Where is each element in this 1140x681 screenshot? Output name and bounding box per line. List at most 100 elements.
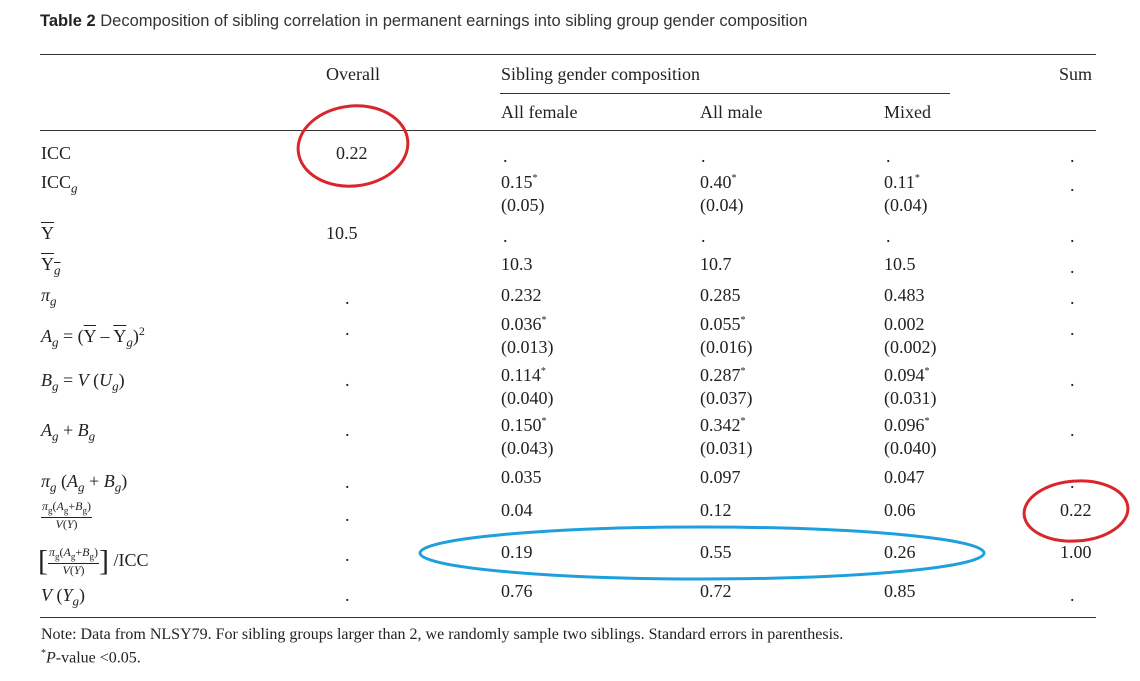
ybarg-female: 10.3 [501,254,533,274]
frac-icc-mixed: 0.26 [884,542,916,562]
row-label-ybar: Y [41,223,54,243]
icc-overall: 0.22 [336,143,368,163]
agbg-mixed-se: (0.040) [884,438,937,458]
pig-sum: . [1070,288,1075,308]
ybarg-mixed: 10.5 [884,254,916,274]
frac-mixed: 0.06 [884,500,916,520]
bg-mixed: 0.094* [884,365,930,385]
row-label-frac: πg(Ag+Bg) V(Y) [41,499,92,532]
vyg-sum: . [1070,585,1075,605]
pig-overall: . [345,288,350,308]
pi-agbg-mixed: 0.047 [884,467,925,487]
bg-mixed-se: (0.031) [884,388,937,408]
bg-sum: . [1070,370,1075,390]
table-note: Note: Data from NLSY79. For sibling grou… [41,625,843,667]
agbg-female: 0.150* [501,415,547,435]
ybar-overall: 10.5 [326,223,358,243]
agbg-sum: . [1070,420,1075,440]
ag-overall: . [345,319,350,339]
ag-male: 0.055* [700,314,746,334]
ybarg-male: 10.7 [700,254,732,274]
icc-mixed: . [886,146,891,166]
ag-female-se: (0.013) [501,337,554,357]
agbg-female-se: (0.043) [501,438,554,458]
pig-male: 0.285 [700,285,741,305]
iccg-mixed: 0.11* [884,172,920,192]
vyg-overall: . [345,585,350,605]
note-line-2: *P-value <0.05. [41,648,141,667]
pi-agbg-female: 0.035 [501,467,542,487]
table-caption: Table 2 Decomposition of sibling correla… [40,12,807,31]
vyg-female: 0.76 [501,581,533,601]
bg-female: 0.114* [501,365,546,385]
header-mixed: Mixed [884,102,931,122]
ag-mixed-se: (0.002) [884,337,937,357]
red-circle-overall-icc [296,104,410,188]
pig-female: 0.232 [501,285,542,305]
pig-mixed: 0.483 [884,285,925,305]
frac-male: 0.12 [700,500,732,520]
ybar-sum: . [1070,226,1075,246]
frac-sum: 0.22 [1060,500,1092,520]
ybar-female: . [503,226,508,246]
bg-male-se: (0.037) [700,388,753,408]
ybar-mixed: . [886,226,891,246]
table-label: Table 2 [40,12,96,30]
row-label-ag: Ag = (Y – Yg)2 [41,324,145,350]
note-line-1: Note: Data from NLSY79. For sibling grou… [41,626,844,643]
agbg-male: 0.342* [700,415,746,435]
header-overall: Overall [326,64,380,84]
ag-female: 0.036* [501,314,547,334]
top-rule [40,54,1096,55]
ag-mixed: 0.002 [884,314,925,334]
agbg-male-se: (0.031) [700,438,753,458]
header-all-male: All male [700,102,763,122]
frac-female: 0.04 [501,500,533,520]
row-label-ybarg: Yg [41,254,61,278]
row-label-pi-agbg: πg (Ag + Bg) [41,471,128,495]
ag-male-se: (0.016) [700,337,753,357]
frac-icc-male: 0.55 [700,542,732,562]
frac-icc-sum: 1.00 [1060,542,1092,562]
ybar-male: . [701,226,706,246]
bg-male: 0.287* [700,365,746,385]
bottom-rule [40,617,1096,618]
blue-ellipse-frac-icc [418,525,986,581]
header-sum: Sum [1059,64,1093,84]
row-label-bg: Bg = V (Ug) [41,370,125,394]
bg-female-se: (0.040) [501,388,554,408]
vyg-mixed: 0.85 [884,581,916,601]
frac-overall: . [345,505,350,525]
row-label-vyg: V (Yg) [41,585,86,609]
iccg-female-se: (0.05) [501,195,545,215]
icc-female: . [503,146,508,166]
frac-icc-overall: . [345,545,350,565]
header-bottom-rule [40,130,1096,131]
frac-icc-female: 0.19 [501,542,533,562]
ag-sum: . [1070,319,1075,339]
pi-agbg-male: 0.097 [700,467,741,487]
icc-sum: . [1070,146,1075,166]
row-label-icc: ICC [41,143,72,163]
bg-overall: . [345,370,350,390]
vyg-male: 0.72 [700,581,732,601]
row-label-iccg: ICCg [41,172,78,196]
table-title: Decomposition of sibling correlation in … [100,12,808,30]
iccg-female: 0.15* [501,172,538,192]
header-all-female: All female [501,102,578,122]
iccg-male-se: (0.04) [700,195,744,215]
ybarg-sum: . [1070,257,1075,277]
icc-male: . [701,146,706,166]
row-label-pig: πg [41,285,57,309]
iccg-mixed-se: (0.04) [884,195,928,215]
group-rule [500,93,950,94]
agbg-overall: . [345,420,350,440]
row-label-frac-icc: [πg(Ag+Bg) V(Y)] /ICC [38,544,149,578]
iccg-sum: . [1070,175,1075,195]
agbg-mixed: 0.096* [884,415,930,435]
pi-agbg-overall: . [345,472,350,492]
row-label-agbg: Ag + Bg [41,420,96,444]
header-group: Sibling gender composition [501,64,700,84]
iccg-male: 0.40* [700,172,737,192]
